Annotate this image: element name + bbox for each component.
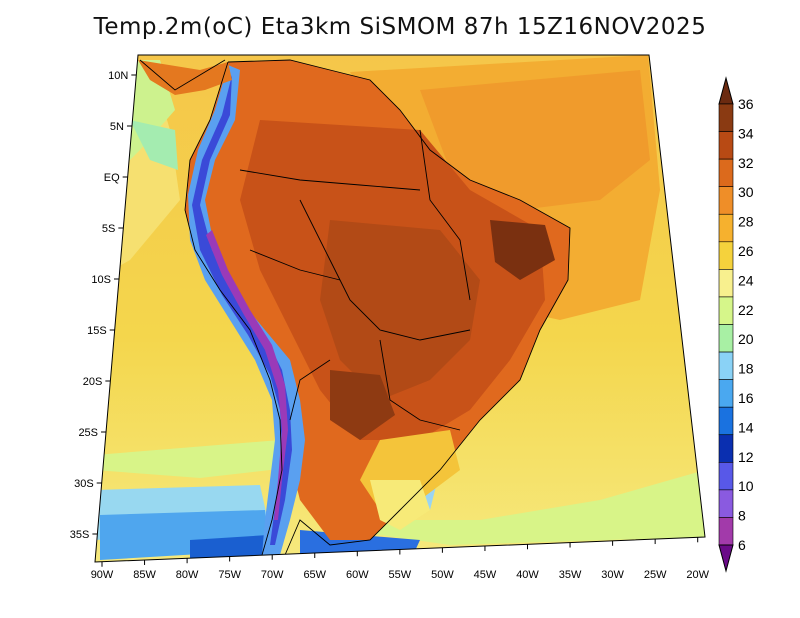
lon-tick-label: 80W — [176, 569, 199, 581]
colorbar-label: 34 — [738, 125, 754, 141]
colorbar-label: 26 — [738, 243, 754, 259]
lat-tick-label: 30S — [74, 478, 94, 490]
colorbar-bottom-arrow — [718, 544, 734, 573]
lon-tick-label: 65W — [303, 569, 326, 581]
lat-tick-label: 15S — [87, 325, 107, 337]
lon-tick-label: 85W — [133, 569, 156, 581]
lat-tick-label: 20S — [83, 376, 103, 388]
colorbar-swatch — [718, 379, 734, 408]
colorbar-swatch — [718, 296, 734, 325]
colorbar-swatch — [718, 269, 734, 298]
uruguay-mild — [370, 480, 430, 530]
lat-tick-label: 25S — [78, 427, 98, 439]
colorbar-swatch — [718, 213, 734, 243]
lat-tick-label: 10N — [108, 70, 128, 82]
colorbar-swatch — [718, 462, 734, 491]
colorbar-swatch — [718, 131, 734, 160]
colorbar-label: 14 — [738, 419, 754, 435]
colorbar-swatch — [718, 324, 734, 353]
lat-tick-label: 35S — [70, 529, 90, 541]
colorbar-label: 10 — [738, 478, 754, 494]
colorbar-label: 18 — [738, 361, 754, 377]
temperature-field — [95, 55, 705, 562]
colorbar-label: 30 — [738, 184, 754, 200]
colorbar-swatch — [718, 406, 734, 436]
lon-tick-label: 55W — [389, 569, 412, 581]
colorbar-top-arrow — [718, 76, 734, 105]
colorbar-swatch — [718, 351, 734, 380]
land-hotter — [320, 220, 480, 400]
lon-tick-label: 25W — [644, 569, 667, 581]
longitude-axis: 90W 85W 80W 75W 70W 65W 60W 55W 50W 45W 40W 35W 30W 2… — [91, 537, 710, 581]
warm-atlantic-core — [420, 70, 650, 210]
colorbar-label: 22 — [738, 302, 754, 318]
latitude-axis: 10N 5N EQ 5S 10S 15S 20S 25S 30S 35S — [70, 70, 137, 541]
colorbar-swatch — [718, 517, 734, 546]
colorbar-swatch — [718, 103, 734, 132]
southern-cool-band — [95, 440, 705, 545]
lon-tick-label: 60W — [346, 569, 369, 581]
lon-tick-label: 30W — [601, 569, 624, 581]
colorbar-swatch — [718, 186, 734, 215]
colorbar-label: 24 — [738, 272, 754, 288]
lon-tick-label: 50W — [431, 569, 454, 581]
lat-tick-label: 5S — [102, 223, 115, 235]
colorbar: 36 34 32 30 28 26 24 22 20 18 16 14 12 10 8 6 — [718, 76, 754, 573]
colorbar-label: 8 — [738, 508, 746, 524]
lon-tick-label: 20W — [686, 569, 709, 581]
colorbar-label: 36 — [738, 96, 754, 112]
map-title: Temp.2m(oC) Eta3km SiSMOM 87h 15Z16NOV20… — [93, 14, 707, 40]
central-america-land — [138, 60, 232, 95]
colorbar-swatch — [718, 241, 734, 270]
colorbar-label: 28 — [738, 214, 754, 230]
chaco-hot-core — [330, 370, 395, 440]
lon-tick-label: 90W — [91, 569, 114, 581]
pacific-cool-patch — [130, 120, 178, 170]
colorbar-label: 32 — [738, 155, 754, 171]
lon-tick-label: 70W — [261, 569, 284, 581]
lat-tick-label: EQ — [104, 172, 120, 184]
lat-tick-label: 10S — [91, 274, 111, 286]
colorbar-swatch — [718, 489, 734, 518]
colorbar-label: 20 — [738, 331, 754, 347]
northeast-hot-core — [490, 220, 555, 280]
lon-tick-label: 40W — [516, 569, 539, 581]
colorbar-label: 16 — [738, 390, 754, 406]
colorbar-label: 6 — [738, 537, 746, 553]
lon-tick-label: 75W — [218, 569, 241, 581]
map-frame — [94, 54, 706, 563]
lon-tick-label: 45W — [474, 569, 497, 581]
colorbar-swatch — [718, 434, 734, 463]
andes-coldest — [206, 230, 288, 520]
colorbar-swatch — [718, 158, 734, 187]
coastlines — [139, 59, 571, 556]
lat-tick-label: 5N — [110, 121, 124, 133]
colorbar-label: 12 — [738, 449, 754, 465]
lon-tick-label: 35W — [559, 569, 582, 581]
